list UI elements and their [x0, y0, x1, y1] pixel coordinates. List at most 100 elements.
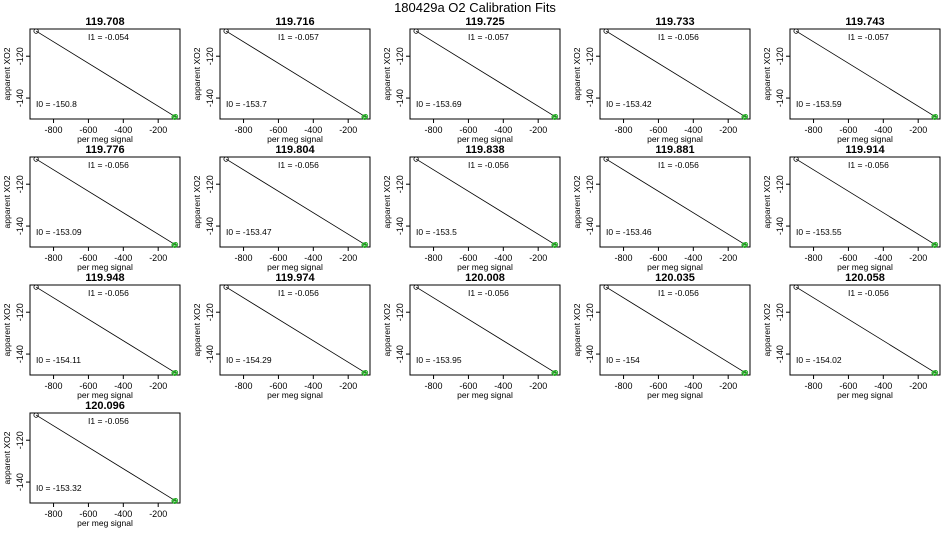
data-point	[743, 114, 749, 119]
y-axis-label: apparent XO2	[2, 431, 12, 484]
y-tick-label: -140	[205, 89, 215, 107]
data-point	[933, 370, 939, 375]
y-tick-label: -140	[205, 345, 215, 363]
y-tick-label: -120	[585, 175, 595, 193]
intercept-annotation: I0 = -153.7	[226, 99, 267, 109]
x-tick-label: -400	[304, 253, 322, 263]
fit-line	[35, 158, 176, 246]
data-point	[223, 284, 229, 290]
slope-annotation: I1 = -0.056	[278, 288, 319, 298]
y-tick-label: -140	[775, 89, 785, 107]
panel-title: 119.974	[275, 272, 315, 284]
plot-frame	[599, 28, 751, 120]
panel-title: 120.096	[85, 400, 125, 412]
panel-title: 119.708	[85, 16, 124, 28]
data-point	[362, 243, 368, 248]
data-point	[552, 371, 558, 376]
panel-title: 119.804	[275, 144, 315, 156]
x-tick-label: -200	[719, 381, 737, 391]
plot-frame	[599, 156, 751, 248]
y-tick-label: -140	[205, 217, 215, 235]
intercept-annotation: I0 = -153.46	[606, 227, 652, 237]
x-tick-label: -200	[719, 125, 737, 135]
y-tick-label: -120	[585, 303, 595, 321]
panel-title: 119.725	[465, 16, 504, 28]
y-axis-label: apparent XO2	[572, 303, 582, 356]
x-tick-label: -600	[839, 381, 857, 391]
x-tick-label: -800	[425, 125, 443, 135]
x-axis-label: per meg signal	[647, 262, 703, 272]
fit-line	[415, 286, 556, 374]
data-point	[553, 370, 559, 375]
fit-line	[605, 286, 746, 374]
intercept-annotation: I0 = -150.8	[36, 99, 77, 109]
x-tick-label: -200	[719, 253, 737, 263]
y-axis-label: apparent XO2	[192, 303, 202, 356]
intercept-annotation: I0 = -153.47	[226, 227, 272, 237]
x-axis-label: per meg signal	[647, 390, 703, 400]
panel-title: 119.948	[85, 272, 124, 284]
data-point	[173, 498, 179, 503]
x-tick-label: -400	[494, 125, 512, 135]
x-axis-label: per meg signal	[77, 134, 133, 144]
panel-title: 120.058	[845, 272, 885, 284]
slope-annotation: I1 = -0.056	[88, 288, 129, 298]
y-axis-label: apparent XO2	[2, 175, 12, 228]
plot-frame	[219, 28, 371, 120]
x-axis-label: per meg signal	[77, 390, 133, 400]
fit-line	[225, 286, 366, 374]
y-axis-label: apparent XO2	[2, 47, 12, 100]
intercept-annotation: I0 = -154.11	[36, 355, 81, 365]
data-point	[742, 371, 748, 376]
x-tick-label: -400	[684, 253, 702, 263]
y-tick-label: -140	[15, 89, 25, 107]
y-tick-label: -120	[205, 47, 215, 65]
y-tick-label: -140	[395, 345, 405, 363]
data-point	[742, 243, 748, 248]
x-tick-label: -400	[874, 125, 892, 135]
x-tick-label: -800	[425, 381, 443, 391]
data-point	[172, 499, 178, 504]
data-point	[933, 242, 939, 247]
x-axis-label: per meg signal	[457, 262, 513, 272]
intercept-annotation: I0 = -153.95	[416, 355, 462, 365]
y-tick-label: -120	[15, 431, 25, 449]
plot-frame	[789, 156, 941, 248]
plot-frame	[789, 284, 941, 376]
intercept-annotation: I0 = -153.09	[36, 227, 82, 237]
data-point	[362, 371, 368, 376]
data-point	[932, 115, 938, 120]
intercept-annotation: I0 = -154.02	[796, 355, 842, 365]
slope-annotation: I1 = -0.056	[88, 416, 129, 426]
x-tick-label: -400	[494, 381, 512, 391]
fit-line	[225, 158, 366, 246]
panel-title: 119.743	[845, 16, 884, 28]
data-point	[33, 28, 39, 34]
fit-line	[795, 286, 936, 374]
slope-annotation: I1 = -0.056	[658, 160, 699, 170]
y-axis-label: apparent XO2	[382, 47, 392, 100]
x-tick-label: -400	[304, 381, 322, 391]
y-tick-label: -120	[775, 47, 785, 65]
fit-line	[605, 158, 746, 246]
intercept-annotation: I0 = -153.42	[606, 99, 652, 109]
y-tick-label: -120	[15, 47, 25, 65]
y-axis-label: apparent XO2	[572, 47, 582, 100]
x-tick-label: -600	[649, 253, 667, 263]
y-tick-label: -140	[395, 217, 405, 235]
panel-title: 120.008	[465, 272, 505, 284]
fit-line	[415, 30, 556, 118]
x-tick-label: -400	[874, 381, 892, 391]
y-tick-label: -140	[585, 89, 595, 107]
x-tick-label: -800	[45, 125, 63, 135]
y-axis-label: apparent XO2	[762, 175, 772, 228]
slope-annotation: I1 = -0.057	[278, 32, 319, 42]
data-point	[793, 28, 799, 34]
intercept-annotation: I0 = -153.32	[36, 483, 82, 493]
plot-frame	[409, 156, 561, 248]
x-tick-label: -200	[529, 381, 547, 391]
panel-title: 119.838	[465, 144, 504, 156]
slope-annotation: I1 = -0.057	[848, 32, 889, 42]
data-point	[362, 115, 368, 120]
x-tick-label: -800	[45, 381, 63, 391]
